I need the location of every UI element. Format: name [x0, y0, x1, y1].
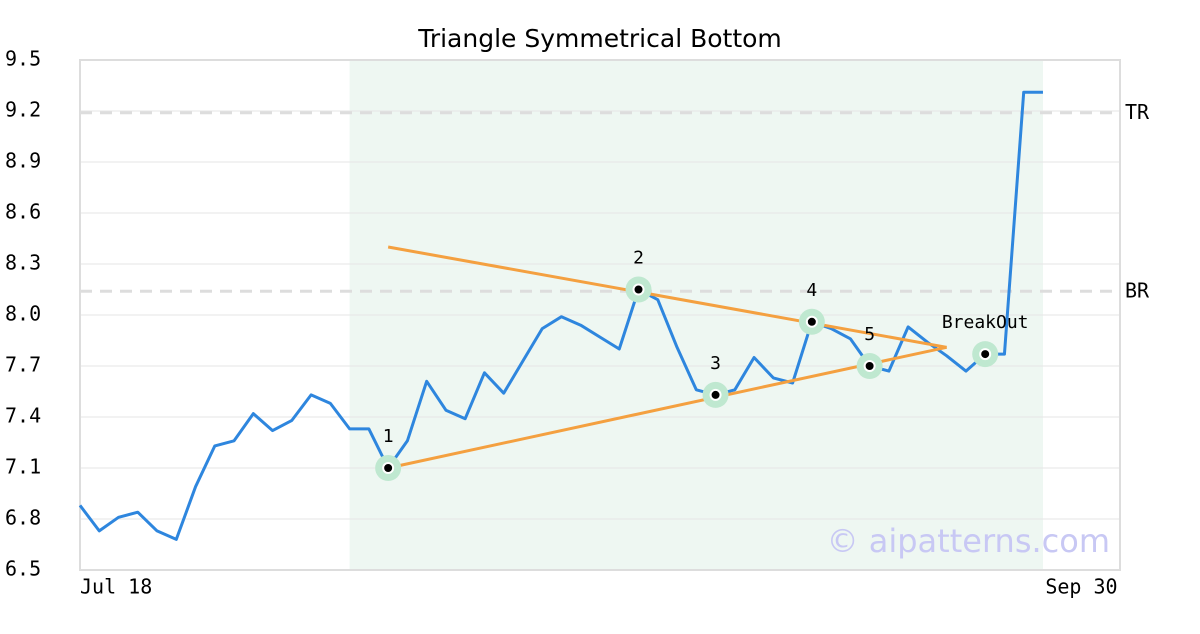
price-line	[78, 90, 1043, 541]
point-label: 3	[710, 353, 721, 374]
y-tick-label: 8.6	[5, 200, 41, 224]
point-label: 2	[633, 248, 644, 269]
y-tick-label: 7.4	[5, 404, 41, 428]
point-label: 1	[383, 426, 394, 447]
point-dot	[863, 360, 876, 372]
point-label: BreakOut	[942, 312, 1029, 333]
point-dot	[382, 462, 395, 474]
y-tick-label: 8.9	[5, 149, 41, 173]
level-label: BR	[1125, 279, 1150, 303]
point-label: 4	[806, 280, 817, 301]
chart-title: Triangle Symmetrical Bottom	[417, 24, 782, 53]
y-tick-label: 8.0	[5, 302, 41, 326]
point-dot	[805, 315, 818, 328]
x-tick-label: Jul 18	[80, 575, 152, 599]
level-label: TR	[1125, 100, 1150, 124]
point-dot	[632, 283, 645, 296]
point-label: 5	[864, 324, 875, 345]
y-tick-label: 9.2	[5, 98, 41, 122]
y-tick-label: 7.7	[5, 353, 41, 377]
trendline	[387, 345, 947, 470]
plot-frame	[79, 59, 1121, 571]
watermark: © aipatterns.com	[827, 522, 1110, 560]
x-tick-label: Sep 30	[1045, 575, 1117, 599]
y-tick-label: 9.5	[5, 47, 41, 71]
y-tick-label: 8.3	[5, 251, 41, 275]
trendline	[387, 245, 947, 349]
point-dot	[709, 388, 722, 401]
y-tick-label: 7.1	[5, 455, 41, 479]
y-tick-label: 6.8	[5, 506, 41, 530]
y-tick-label: 6.5	[5, 557, 41, 581]
point-dot	[979, 348, 992, 361]
